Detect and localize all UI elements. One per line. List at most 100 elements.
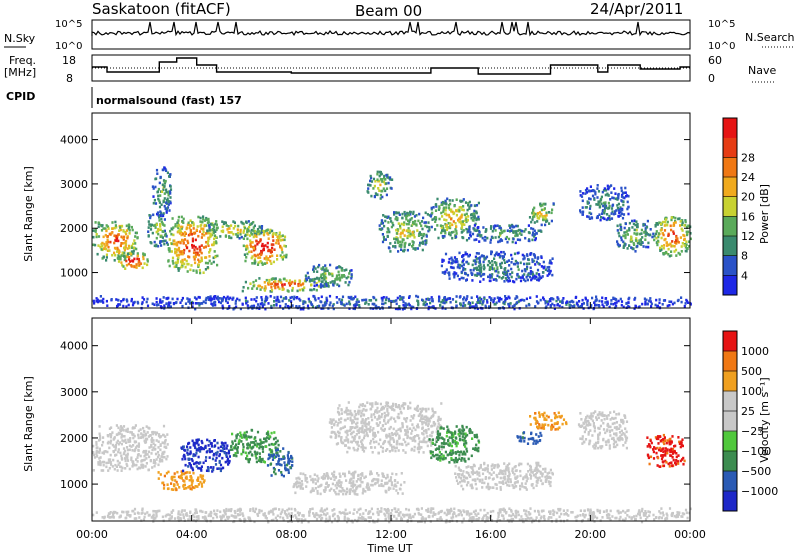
heatmap-cell (525, 262, 528, 266)
heatmap-cell (397, 211, 400, 215)
heatmap-cell (634, 223, 637, 227)
heatmap-cell (599, 218, 602, 222)
heatmap-cell (212, 453, 215, 457)
heatmap-cell (406, 236, 409, 240)
heatmap-cell (149, 214, 152, 218)
heatmap-cell (603, 187, 606, 190)
heatmap-cell (192, 244, 195, 248)
heatmap-cell (148, 223, 151, 226)
heatmap-cell (228, 227, 231, 230)
heatmap-cell (337, 411, 340, 415)
heatmap-cell (636, 225, 639, 229)
heatmap-cell (320, 307, 323, 310)
heatmap-cell (356, 440, 359, 444)
y-tick-label: 3000 (60, 178, 88, 191)
heatmap-cell (154, 202, 158, 205)
heatmap-cell (421, 240, 424, 244)
heatmap-cell (643, 297, 646, 301)
heatmap-cell (198, 260, 201, 264)
heatmap-cell (395, 473, 398, 476)
heatmap-cell (111, 253, 114, 257)
heatmap-cell (425, 235, 428, 238)
heatmap-cell (490, 225, 493, 228)
heatmap-cell (434, 228, 437, 231)
heatmap-cell (162, 452, 165, 455)
heatmap-cell (389, 425, 392, 429)
heatmap-cell (381, 299, 384, 302)
heatmap-cell (511, 305, 514, 308)
heatmap-cell (231, 298, 234, 301)
heatmap-cell (394, 403, 397, 406)
heatmap-cell (477, 252, 480, 255)
heatmap-cell (284, 464, 287, 467)
heatmap-cell (217, 446, 220, 450)
heatmap-cell (219, 301, 222, 305)
heatmap-cell (187, 262, 190, 266)
heatmap-cell (445, 298, 448, 302)
heatmap-cell (601, 296, 604, 300)
heatmap-cell (259, 459, 262, 463)
heatmap-cell (382, 302, 385, 306)
heatmap-cell (121, 251, 124, 255)
heatmap-cell (330, 431, 333, 434)
heatmap-cell (545, 300, 549, 304)
heatmap-cell (167, 192, 170, 195)
heatmap-cell (544, 301, 547, 305)
heatmap-cell (406, 229, 409, 232)
heatmap-cell (426, 424, 430, 427)
heatmap-cell (396, 296, 399, 300)
heatmap-cell (419, 241, 422, 245)
heatmap-cell (402, 438, 405, 441)
heatmap-cell (244, 280, 247, 284)
heatmap-cell (368, 488, 371, 491)
heatmap-cell (219, 445, 223, 449)
heatmap-cell (109, 233, 112, 236)
heatmap-cell (190, 233, 193, 236)
heatmap-cell (248, 436, 251, 439)
heatmap-cell (641, 302, 644, 306)
heatmap-cell (468, 228, 471, 231)
heatmap-cell (533, 211, 536, 215)
heatmap-cell (260, 261, 263, 265)
heatmap-cell (137, 445, 140, 448)
heatmap-cell (290, 295, 294, 299)
heatmap-cell (510, 253, 513, 257)
heatmap-cell (286, 289, 289, 292)
heatmap-cell (462, 268, 465, 272)
heatmap-cell (334, 484, 337, 487)
heatmap-cell (382, 442, 385, 446)
heatmap-cell (637, 306, 640, 309)
heatmap-cell (163, 192, 166, 195)
heatmap-cell (581, 298, 584, 302)
heatmap-cell (271, 277, 274, 280)
heatmap-cell (94, 230, 97, 233)
heatmap-cell (264, 437, 267, 440)
heatmap-cell (518, 228, 521, 232)
heatmap-cell (253, 443, 257, 447)
heatmap-cell (547, 300, 550, 303)
heatmap-cell (409, 436, 412, 440)
heatmap-cell (538, 211, 542, 214)
heatmap-cell (475, 229, 478, 232)
heatmap-cell (585, 191, 588, 194)
heatmap-cell (261, 446, 265, 449)
heatmap-cell (105, 253, 108, 257)
heatmap-cell (590, 304, 593, 307)
heatmap-cell (130, 458, 133, 462)
heatmap-cell (117, 260, 121, 263)
heatmap-cell (424, 303, 427, 307)
heatmap-cell (180, 265, 183, 269)
heatmap-cell (98, 434, 102, 438)
heatmap-cell (621, 216, 625, 220)
heatmap-cell (207, 244, 210, 247)
freq-unit-label: [MHz] (4, 66, 36, 79)
heatmap-cell (338, 431, 341, 435)
heatmap-cell (401, 424, 404, 428)
heatmap-cell (212, 466, 215, 469)
heatmap-cell (385, 182, 388, 185)
heatmap-cell (200, 302, 203, 305)
heatmap-cell (253, 262, 256, 265)
heatmap-cell (176, 483, 179, 486)
heatmap-cell (205, 456, 208, 459)
heatmap-cell (246, 300, 249, 303)
